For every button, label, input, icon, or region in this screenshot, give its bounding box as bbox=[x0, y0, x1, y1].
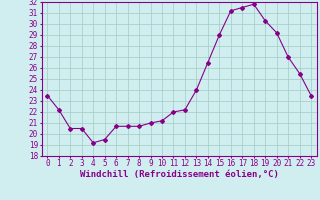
X-axis label: Windchill (Refroidissement éolien,°C): Windchill (Refroidissement éolien,°C) bbox=[80, 170, 279, 179]
